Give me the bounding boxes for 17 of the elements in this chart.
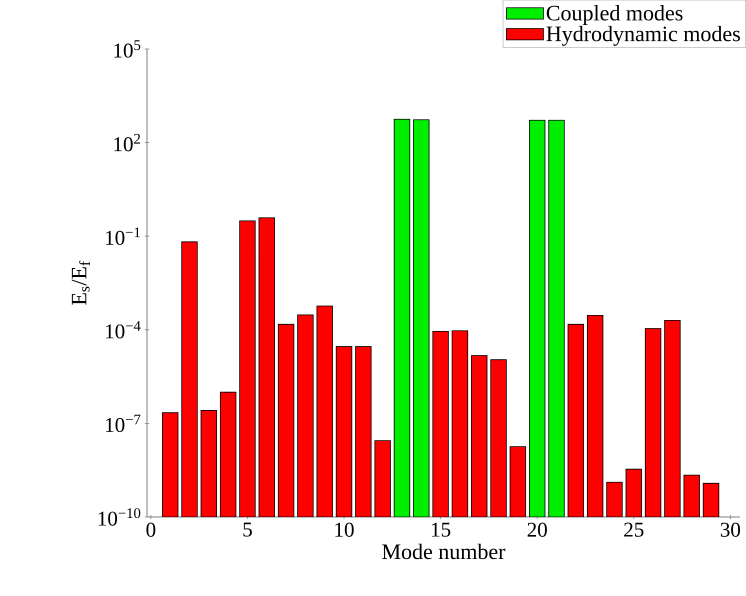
x-tick-label: 30 — [720, 522, 740, 537]
x-tick-label: 25 — [624, 522, 644, 537]
x-tick-label: 20 — [528, 522, 547, 537]
y-tick-label: 10$^{2}$ — [114, 134, 140, 152]
y-tick-label: 10$^{−4}$ — [106, 321, 141, 338]
x-tick-label: 5 — [243, 522, 252, 537]
x-tick-label: 0 — [146, 522, 156, 537]
x-axis-title: Mode number — [382, 544, 506, 560]
y-tick-label: 10$^{−10}$ — [98, 508, 140, 526]
x-tick-label: 10 — [335, 522, 354, 537]
y-tick-label: 10$^{5}$ — [114, 40, 140, 58]
y-axis-title: E$_{s}$/E$_{f}$ — [72, 260, 90, 305]
x-tick-label: 15 — [432, 522, 450, 537]
y-tick-label: 10$^{−7}$ — [106, 414, 140, 432]
legend-label: Hydrodynamic modes — [546, 26, 740, 46]
legend-label: Coupled modes — [546, 5, 683, 26]
y-tick-label: 10$^{−1}$ — [106, 227, 140, 245]
